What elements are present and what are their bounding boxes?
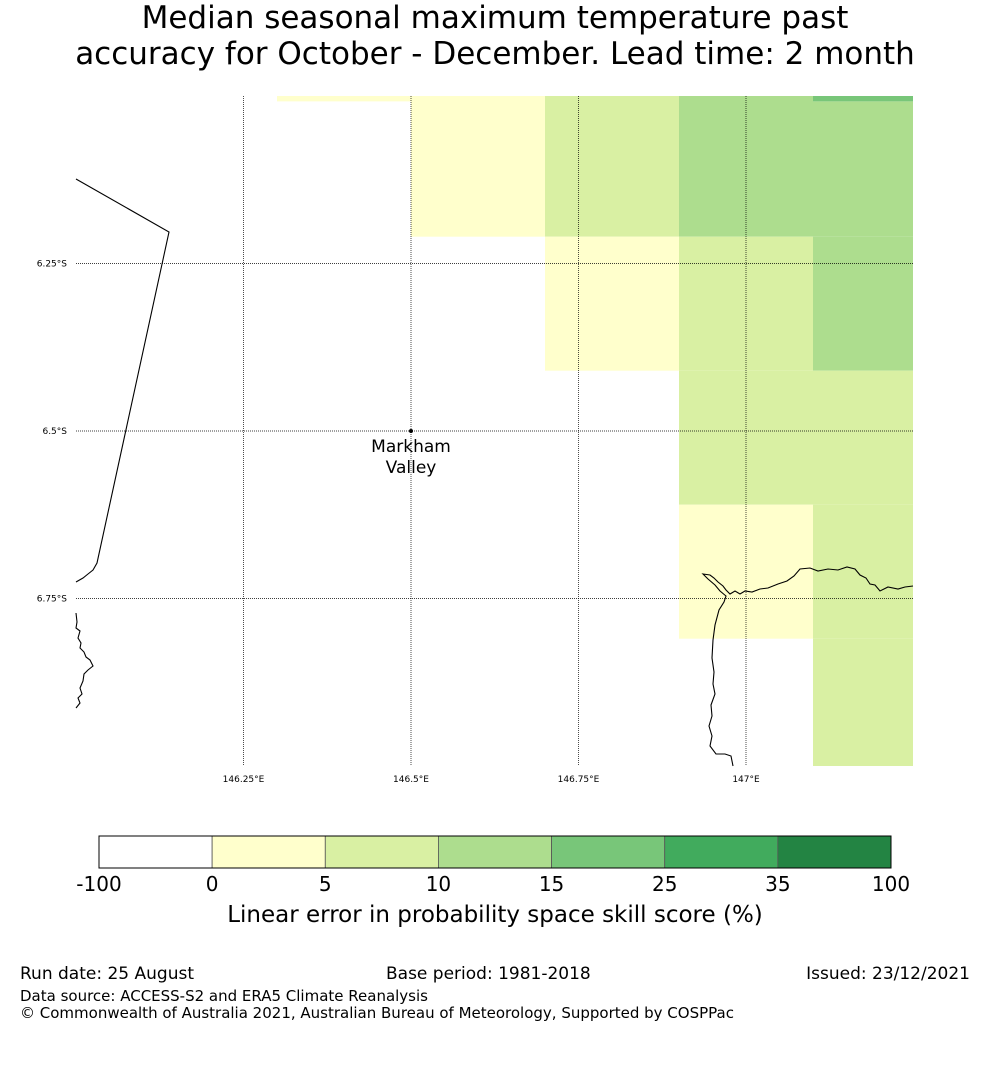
coastline-gulf [701,566,914,767]
colorbar-frame [98,835,892,869]
copyright: © Commonwealth of Australia 2021, Austra… [20,1004,734,1022]
colorbar-label-1: 0 [205,872,219,896]
location-marker [409,429,413,433]
coastline [75,178,914,767]
colorbar-swatch-4 [551,835,666,869]
map-title-line-1: Median seasonal maximum temperature past [141,0,849,36]
colorbar-swatch-3 [438,835,552,869]
colorbar-swatch-5 [664,835,779,869]
colorbar-title: Linear error in probability space skill … [227,902,763,928]
colorbar-swatch-0 [98,835,213,869]
grid-cell-2 [545,96,679,237]
location-name-line-1: Markham [371,437,451,457]
latitude-label-1: 6.5°S [42,427,67,437]
grid-cell-1 [411,96,545,237]
data-source: Data source: ACCESS-S2 and ERA5 Climate … [20,987,428,1005]
colorbar-label-2: 5 [318,872,332,896]
latitude-labels: 6.25°S 6.5°S 6.75°S [37,260,68,605]
colorbar [98,835,892,869]
latitude-label-0: 6.25°S [37,260,68,270]
colorbar-swatch-1 [211,835,326,869]
colorbar-label-3: 10 [425,872,452,896]
map-title: Median seasonal maximum temperature past… [0,0,990,72]
base-period: Base period: 1981-2018 [386,964,591,984]
colorbar-label-0: -100 [76,872,122,896]
coastline-west [75,612,94,709]
longitude-labels: 146.25°E 146.5°E 146.75°E 147°E [223,775,760,785]
grid-cell-12 [813,504,913,639]
map-title-line-2: accuracy for October - December. Lead ti… [75,36,915,72]
grid-cell-13 [813,638,913,766]
run-date: Run date: 25 August [20,964,194,984]
grid-cell-8 [813,236,913,371]
grid-cell-0 [277,96,411,102]
grid-cell-4 [813,101,913,237]
longitude-label-2: 146.75°E [558,775,600,785]
colorbar-swatch-6 [777,835,892,869]
longitude-label-1: 146.5°E [393,775,429,785]
longitude-label-3: 147°E [732,775,760,785]
grid-cell-5 [813,96,913,102]
grid-cell-6 [545,236,679,371]
colorbar-label-6: 35 [765,872,791,896]
colorbar-swatch-2 [324,835,439,869]
longitude-label-0: 146.25°E [223,775,265,785]
colorbar-label-4: 15 [538,872,565,896]
latitude-label-2: 6.75°S [37,595,68,605]
colorbar-label-7: 100 [871,872,911,896]
border-line-west [75,178,170,583]
location-name-line-2: Valley [386,458,437,478]
colorbar-label-5: 25 [651,872,678,896]
issued-date: Issued: 23/12/2021 [806,964,970,984]
grid-cell-10 [813,370,913,505]
